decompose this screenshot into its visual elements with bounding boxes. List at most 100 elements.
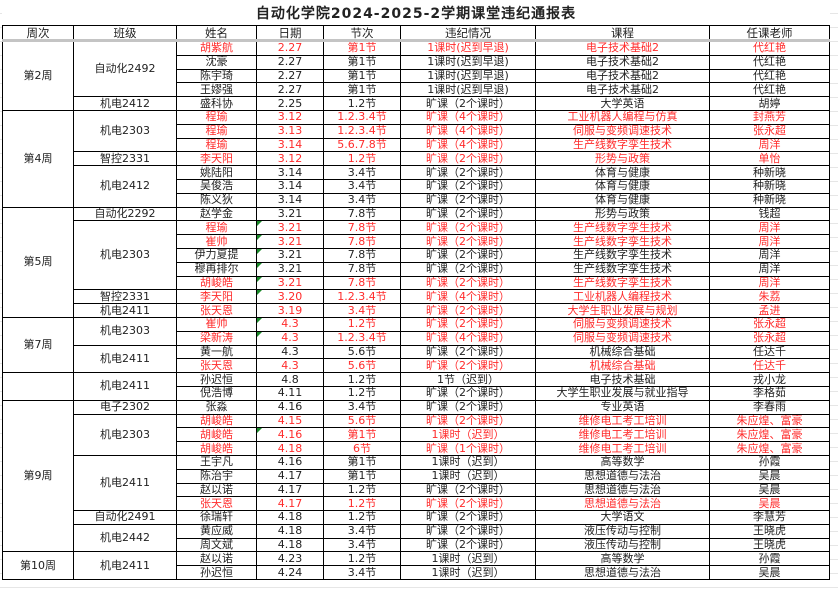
class-cell[interactable]: 机电2412 [73, 165, 177, 208]
period-cell[interactable]: 1.2节 [323, 151, 401, 167]
class-cell[interactable]: 自动化2491 [73, 510, 177, 525]
week-cell[interactable]: 第5周 [2, 206, 74, 318]
student-name-cell[interactable]: 崔帅 [176, 316, 257, 332]
date-cell[interactable]: 4.18 [256, 510, 324, 525]
date-cell[interactable]: 4.3 [256, 358, 324, 374]
course-cell[interactable]: 液压传动与控制 [535, 523, 710, 539]
class-cell[interactable]: 自动化2292 [73, 206, 177, 222]
teacher-cell[interactable]: 朱荔 [709, 289, 830, 305]
date-cell[interactable]: 4.11 [256, 385, 324, 401]
course-cell[interactable]: 大学英语 [535, 96, 710, 111]
period-cell[interactable]: 第1节 [323, 40, 401, 56]
course-cell[interactable]: 生产线数字孪生技术 [535, 247, 710, 263]
student-name-cell[interactable]: 李天阳 [176, 289, 257, 305]
course-cell[interactable]: 电子技术基础 [535, 372, 710, 387]
course-cell[interactable]: 维修电工考工培训 [535, 413, 710, 429]
course-cell[interactable]: 工业机器人编程与仿真 [535, 109, 710, 125]
student-name-cell[interactable]: 赵以诺 [176, 551, 257, 567]
teacher-cell[interactable]: 李格茹 [709, 385, 830, 401]
student-name-cell[interactable]: 崔帅 [176, 234, 257, 249]
date-cell[interactable]: 4.3 [256, 344, 324, 360]
date-cell[interactable]: 4.3 [256, 330, 324, 346]
date-cell[interactable]: 3.21 [256, 247, 324, 263]
student-name-cell[interactable]: 王宇凡 [176, 454, 257, 470]
teacher-cell[interactable]: 种新晓 [709, 165, 830, 180]
period-cell[interactable]: 1.2节 [323, 496, 401, 512]
teacher-cell[interactable]: 周洋 [709, 220, 830, 236]
course-cell[interactable]: 高等数学 [535, 454, 710, 470]
course-cell[interactable]: 生产线数字孪生技术 [535, 220, 710, 236]
course-cell[interactable]: 专业英语 [535, 399, 710, 415]
period-cell[interactable]: 5.6节 [323, 413, 401, 429]
date-cell[interactable]: 4.3 [256, 316, 324, 332]
week-cell[interactable]: 第7周 [2, 316, 74, 374]
week-cell[interactable] [2, 372, 74, 401]
student-name-cell[interactable]: 梁新涛 [176, 330, 257, 346]
period-cell[interactable]: 5.6节 [323, 344, 401, 360]
violation-cell[interactable]: 1课时（迟到） [400, 454, 536, 470]
period-cell[interactable]: 1.2.3.4节 [323, 109, 401, 125]
course-cell[interactable]: 维修电工考工培训 [535, 441, 710, 456]
teacher-cell[interactable]: 代红艳 [709, 68, 830, 84]
date-cell[interactable]: 3.14 [256, 165, 324, 180]
period-cell[interactable]: 7.8节 [323, 206, 401, 222]
period-cell[interactable]: 第1节 [323, 454, 401, 470]
date-cell[interactable]: 4.18 [256, 523, 324, 539]
class-cell[interactable]: 机电2303 [73, 316, 177, 346]
date-cell[interactable]: 3.21 [256, 261, 324, 277]
course-cell[interactable]: 体育与健康 [535, 165, 710, 180]
student-name-cell[interactable]: 张天恩 [176, 358, 257, 374]
teacher-cell[interactable]: 孟进 [709, 303, 830, 318]
period-cell[interactable]: 7.8节 [323, 275, 401, 291]
week-cell[interactable]: 第2周 [2, 40, 74, 111]
class-cell[interactable]: 机电2411 [73, 454, 177, 512]
course-cell[interactable]: 思想道德与法治 [535, 482, 710, 498]
header-teacher[interactable]: 任课老师 [709, 25, 830, 42]
week-cell[interactable]: 第9周 [2, 399, 74, 553]
period-cell[interactable]: 3.4节 [323, 523, 401, 539]
date-cell[interactable]: 4.8 [256, 372, 324, 387]
period-cell[interactable]: 5.6节 [323, 358, 401, 374]
violation-cell[interactable]: 1课时（迟到） [400, 551, 536, 567]
student-name-cell[interactable]: 张天恩 [176, 496, 257, 512]
teacher-cell[interactable]: 代红艳 [709, 54, 830, 70]
course-cell[interactable]: 机械综合基础 [535, 344, 710, 360]
period-cell[interactable]: 1.2节 [323, 316, 401, 332]
period-cell[interactable]: 1.2节 [323, 372, 401, 387]
class-cell[interactable]: 机电2303 [73, 413, 177, 456]
teacher-cell[interactable]: 任达千 [709, 344, 830, 360]
course-cell[interactable]: 生产线数字孪生技术 [535, 261, 710, 277]
teacher-cell[interactable]: 封燕芳 [709, 109, 830, 125]
violation-cell[interactable]: 旷课（2个课时） [400, 496, 536, 512]
period-cell[interactable]: 1.2.3.4节 [323, 289, 401, 305]
teacher-cell[interactable]: 吴晨 [709, 468, 830, 484]
violation-cell[interactable]: 旷课（2个课时） [400, 206, 536, 222]
violation-cell[interactable]: 1课时（迟到） [400, 565, 536, 581]
teacher-cell[interactable]: 周洋 [709, 137, 830, 153]
date-cell[interactable]: 4.17 [256, 468, 324, 484]
student-name-cell[interactable]: 黄一航 [176, 344, 257, 360]
period-cell[interactable]: 7.8节 [323, 247, 401, 263]
course-cell[interactable]: 大学生职业发展与就业指导 [535, 385, 710, 401]
course-cell[interactable]: 大学语文 [535, 510, 710, 525]
date-cell[interactable]: 3.21 [256, 275, 324, 291]
teacher-cell[interactable]: 单怡 [709, 151, 830, 167]
violation-cell[interactable]: 旷课（2个课时） [400, 316, 536, 332]
teacher-cell[interactable]: 朱应煌、富豪 [709, 413, 830, 429]
date-cell[interactable]: 4.18 [256, 537, 324, 553]
teacher-cell[interactable]: 孙霞 [709, 454, 830, 470]
class-cell[interactable]: 机电2303 [73, 109, 177, 153]
period-cell[interactable]: 7.8节 [323, 220, 401, 236]
violation-cell[interactable]: 1节（迟到） [400, 372, 536, 387]
violation-cell[interactable]: 旷课（4个课时） [400, 109, 536, 125]
violation-cell[interactable]: 1课时(迟到早退) [400, 68, 536, 84]
student-name-cell[interactable]: 姚陆阳 [176, 165, 257, 180]
date-cell[interactable]: 2.27 [256, 82, 324, 98]
teacher-cell[interactable]: 胡婷 [709, 96, 830, 111]
teacher-cell[interactable]: 吴晨 [709, 482, 830, 498]
teacher-cell[interactable]: 周洋 [709, 261, 830, 277]
violation-cell[interactable]: 旷课（2个课时） [400, 413, 536, 429]
course-cell[interactable]: 思想道德与法治 [535, 496, 710, 512]
violation-cell[interactable]: 旷课（2个课时） [400, 151, 536, 167]
course-cell[interactable]: 高等数学 [535, 551, 710, 567]
